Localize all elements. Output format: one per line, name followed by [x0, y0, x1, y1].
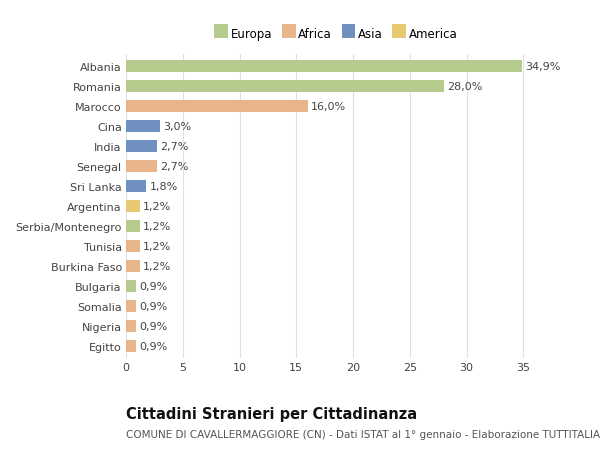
Text: 2,7%: 2,7% — [160, 162, 188, 172]
Bar — [126, 61, 522, 73]
Bar — [126, 121, 160, 133]
Text: 1,2%: 1,2% — [143, 241, 171, 252]
Text: 16,0%: 16,0% — [311, 102, 346, 112]
Bar — [126, 181, 146, 193]
Bar — [126, 81, 444, 93]
Legend: Europa, Africa, Asia, America: Europa, Africa, Asia, America — [212, 25, 460, 43]
Text: 3,0%: 3,0% — [163, 122, 191, 132]
Text: 0,9%: 0,9% — [140, 341, 168, 351]
Bar — [126, 161, 157, 173]
Bar — [126, 280, 136, 292]
Text: 28,0%: 28,0% — [447, 82, 482, 92]
Text: 1,2%: 1,2% — [143, 222, 171, 231]
Bar — [126, 220, 140, 232]
Text: 1,2%: 1,2% — [143, 202, 171, 212]
Bar — [126, 300, 136, 312]
Bar — [126, 241, 140, 252]
Text: Cittadini Stranieri per Cittadinanza: Cittadini Stranieri per Cittadinanza — [126, 406, 417, 421]
Text: 2,7%: 2,7% — [160, 142, 188, 152]
Bar — [126, 101, 308, 113]
Text: 34,9%: 34,9% — [526, 62, 561, 72]
Bar — [126, 260, 140, 272]
Text: 0,9%: 0,9% — [140, 321, 168, 331]
Bar — [126, 340, 136, 352]
Bar — [126, 141, 157, 153]
Bar — [126, 320, 136, 332]
Text: COMUNE DI CAVALLERMAGGIORE (CN) - Dati ISTAT al 1° gennaio - Elaborazione TUTTIT: COMUNE DI CAVALLERMAGGIORE (CN) - Dati I… — [126, 429, 600, 439]
Text: 1,2%: 1,2% — [143, 261, 171, 271]
Bar — [126, 201, 140, 213]
Text: 0,9%: 0,9% — [140, 301, 168, 311]
Text: 0,9%: 0,9% — [140, 281, 168, 291]
Text: 1,8%: 1,8% — [150, 182, 178, 191]
